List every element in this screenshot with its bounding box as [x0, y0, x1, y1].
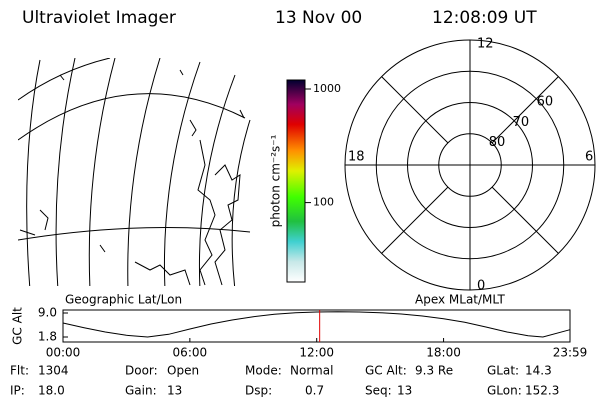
info-value: 0.7 [305, 384, 324, 398]
info-label: Gain: [125, 384, 157, 398]
polar-ring-label: 80 [489, 135, 506, 150]
info-label: GC Alt: [365, 364, 407, 378]
polar-ring-label: 70 [513, 115, 530, 130]
colorbar-axis: 100 1000 [286, 79, 341, 283]
map-label: Geographic Lat/Lon [65, 293, 182, 307]
date: 13 Nov 00 [275, 8, 362, 28]
polar-ring [438, 133, 502, 197]
polar-spoke [381, 76, 449, 144]
x-tick-label: 12:00 [299, 346, 334, 360]
mlt-label: 18 [348, 150, 365, 165]
polar-ring-label: 60 [537, 95, 554, 110]
y-tick-label: 9.0 [38, 306, 57, 320]
info-label: GLon: [487, 384, 522, 398]
info-label: Door: [125, 364, 158, 378]
info-value: Open [167, 364, 199, 378]
x-tick-label: 23:59 [553, 346, 588, 360]
polar-spoke [381, 186, 449, 254]
info-value: 9.3 Re [415, 364, 453, 378]
info-label: Dsp: [245, 384, 272, 398]
mlt-label: 12 [477, 37, 494, 52]
altitude-frame [62, 309, 571, 343]
altitude-plot: 9.0 1.8 00:00 06:00 12:00 18:00 23:59 [38, 306, 587, 360]
altitude-line [62, 311, 571, 338]
info-label: Flt: [10, 364, 29, 378]
time: 12:08:09 UT [432, 8, 537, 28]
info-label: IP: [10, 384, 25, 398]
info-value: 152.3 [525, 384, 559, 398]
info-label: Mode: [245, 364, 282, 378]
info-value: 1304 [38, 364, 69, 378]
altitude-ylabel: GC Alt [11, 307, 25, 345]
x-tick-label: 06:00 [173, 346, 208, 360]
mlt-label: 0 [477, 279, 485, 294]
info-value: 14.3 [525, 364, 552, 378]
colorbar-frame [286, 79, 306, 283]
polar-spoke [491, 186, 559, 254]
title: Ultraviolet Imager [22, 8, 176, 28]
coastline [19, 69, 245, 286]
info-value: Normal [290, 364, 333, 378]
x-tick-label: 18:00 [426, 346, 461, 360]
polar-label: Apex MLat/MLT [415, 293, 505, 307]
map-grid [18, 58, 251, 286]
x-tick-label: 00:00 [46, 346, 81, 360]
colorbar-tick-label: 1000 [313, 82, 341, 95]
polar-spoke [491, 76, 559, 144]
info-label: GLat: [487, 364, 519, 378]
info-value: 13 [397, 384, 412, 398]
colorbar-tick-label: 100 [313, 196, 334, 209]
colorbar [287, 80, 305, 282]
mlt-label: 6 [585, 150, 593, 165]
info-label: Seq: [365, 384, 392, 398]
map [18, 58, 251, 286]
polar-ring [407, 102, 533, 228]
info-panel: Flt: 1304 Door: Open Mode: Normal GC Alt: 9.3 R… [10, 364, 559, 398]
colorbar-label: photon cm⁻²s⁻¹ [269, 134, 283, 227]
info-value: 13 [167, 384, 182, 398]
y-tick-label: 1.8 [38, 330, 57, 344]
info-value: 18.0 [38, 384, 65, 398]
polar-ring [375, 70, 565, 260]
